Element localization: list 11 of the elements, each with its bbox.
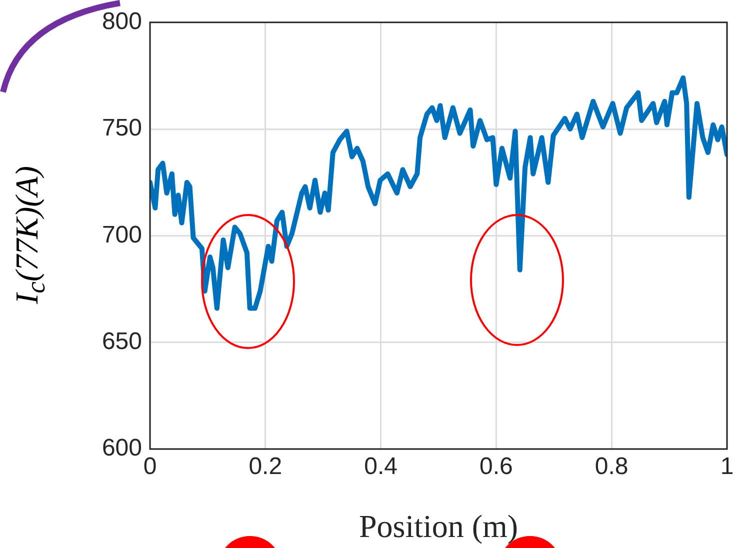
x-tick-label: 0 (143, 453, 157, 480)
x-tick-label: 0.6 (480, 453, 513, 480)
y-tick-label: 700 (102, 221, 142, 248)
y-tick-label: 650 (102, 328, 142, 355)
x-axis-title: Position (m) (358, 508, 518, 544)
x-tick-label: 0.4 (364, 453, 398, 480)
x-tick-label: 1 (720, 453, 734, 480)
x-tick-label: 0.2 (248, 453, 282, 480)
y-tick-label: 600 (102, 434, 142, 462)
y-tick-label: 750 (102, 114, 142, 142)
x-tick-label: 0.8 (594, 453, 628, 480)
